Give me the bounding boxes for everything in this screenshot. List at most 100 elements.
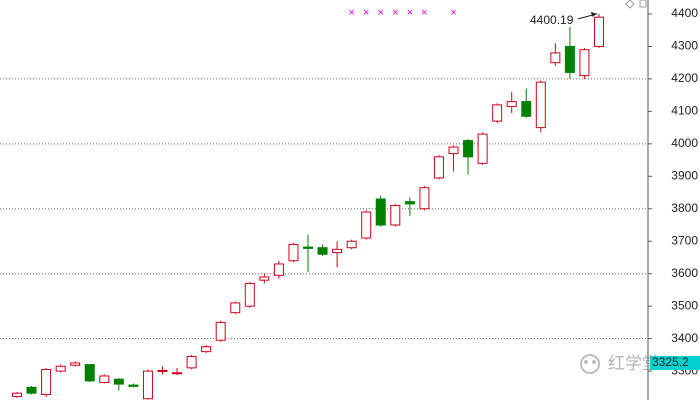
candle [259, 273, 270, 284]
candle [419, 186, 430, 211]
candle [244, 281, 255, 308]
watermark-icon [584, 360, 588, 364]
y-tick-label: 3500 [671, 298, 698, 312]
y-tick-label: 4100 [671, 104, 698, 118]
candle-body [419, 187, 430, 210]
candle-body [128, 384, 139, 387]
y-tick-label: 3600 [671, 266, 698, 280]
watermark-icon [580, 354, 600, 374]
candle-body [448, 146, 459, 155]
candle-body [12, 392, 22, 397]
candle [579, 48, 590, 79]
annotation-arrowhead [591, 11, 597, 17]
candle-body [463, 140, 474, 158]
candle-body [550, 52, 561, 64]
candle-body [535, 81, 546, 129]
candle-body [506, 101, 517, 107]
candle-body [288, 243, 299, 262]
candle-body [26, 386, 37, 394]
candle [12, 391, 22, 398]
y-tick-label: 4400 [671, 6, 698, 20]
candle [142, 369, 153, 400]
candle [55, 364, 66, 373]
candle [230, 301, 241, 315]
signal-marker: × [421, 7, 427, 19]
candle [550, 43, 561, 66]
candle [70, 361, 81, 367]
candle-body [215, 321, 226, 341]
candle [463, 138, 474, 175]
candle-body [113, 378, 124, 385]
candle [448, 145, 459, 172]
candle [594, 13, 604, 49]
candle-body [244, 282, 255, 307]
candle [477, 132, 488, 165]
candle-body [375, 198, 386, 226]
last-price-box [650, 355, 700, 370]
candle-body [186, 355, 197, 369]
candle [375, 195, 386, 227]
candle-body [41, 368, 52, 395]
candle [99, 374, 110, 384]
candle-body [142, 370, 153, 400]
candle [317, 244, 328, 256]
candle [186, 354, 197, 370]
signal-marker: × [407, 7, 413, 19]
candle [288, 242, 299, 263]
watermark-icon [592, 360, 596, 364]
candle-body [157, 369, 168, 372]
y-tick-label: 3700 [671, 233, 698, 247]
candle-body [273, 263, 284, 276]
candle [215, 320, 226, 342]
y-tick-label: 4000 [671, 136, 698, 150]
candle-body [594, 16, 604, 47]
candle-body [84, 364, 95, 382]
candle [84, 363, 95, 383]
candle-body [346, 240, 357, 249]
candle [535, 80, 546, 133]
watermark: 红学堂 [580, 354, 659, 374]
candle-body [433, 156, 444, 179]
high-annotation: 4400.19 [530, 13, 574, 27]
candle [521, 88, 532, 118]
toolbar-icon[interactable] [639, 0, 647, 8]
toolbar-icon[interactable] [625, 0, 635, 9]
candle [332, 241, 343, 268]
candle [433, 155, 444, 180]
candle-body [230, 302, 241, 314]
y-tick-label: 3900 [671, 168, 698, 182]
signal-marker: × [363, 7, 369, 19]
candle-body [477, 133, 488, 164]
candle [390, 203, 401, 227]
candle [273, 260, 284, 279]
candle-body [317, 247, 328, 255]
y-tick-label: 3400 [671, 331, 698, 345]
candle-body [70, 362, 81, 366]
candle [157, 366, 168, 375]
y-tick-label: 4200 [671, 71, 698, 85]
candle [492, 103, 503, 123]
candle [41, 367, 52, 398]
candle-body [390, 205, 401, 226]
candle-body [564, 45, 575, 73]
candle-body [55, 365, 66, 372]
candle-body [404, 201, 415, 205]
candle [303, 234, 313, 273]
last-price-label: 3325.2 [652, 355, 689, 369]
signal-marker: × [348, 7, 354, 19]
watermark-text: 红学堂 [608, 354, 659, 374]
signal-marker: × [392, 7, 398, 19]
candle [128, 383, 139, 388]
candle-body [521, 101, 532, 117]
candle-body [201, 346, 212, 353]
candle-body [332, 248, 343, 254]
candle [172, 367, 183, 375]
candle [201, 345, 212, 354]
candle [26, 386, 37, 395]
candle [404, 197, 415, 216]
candle-body [99, 375, 110, 383]
signal-marker: × [378, 7, 384, 19]
candle [564, 26, 575, 79]
